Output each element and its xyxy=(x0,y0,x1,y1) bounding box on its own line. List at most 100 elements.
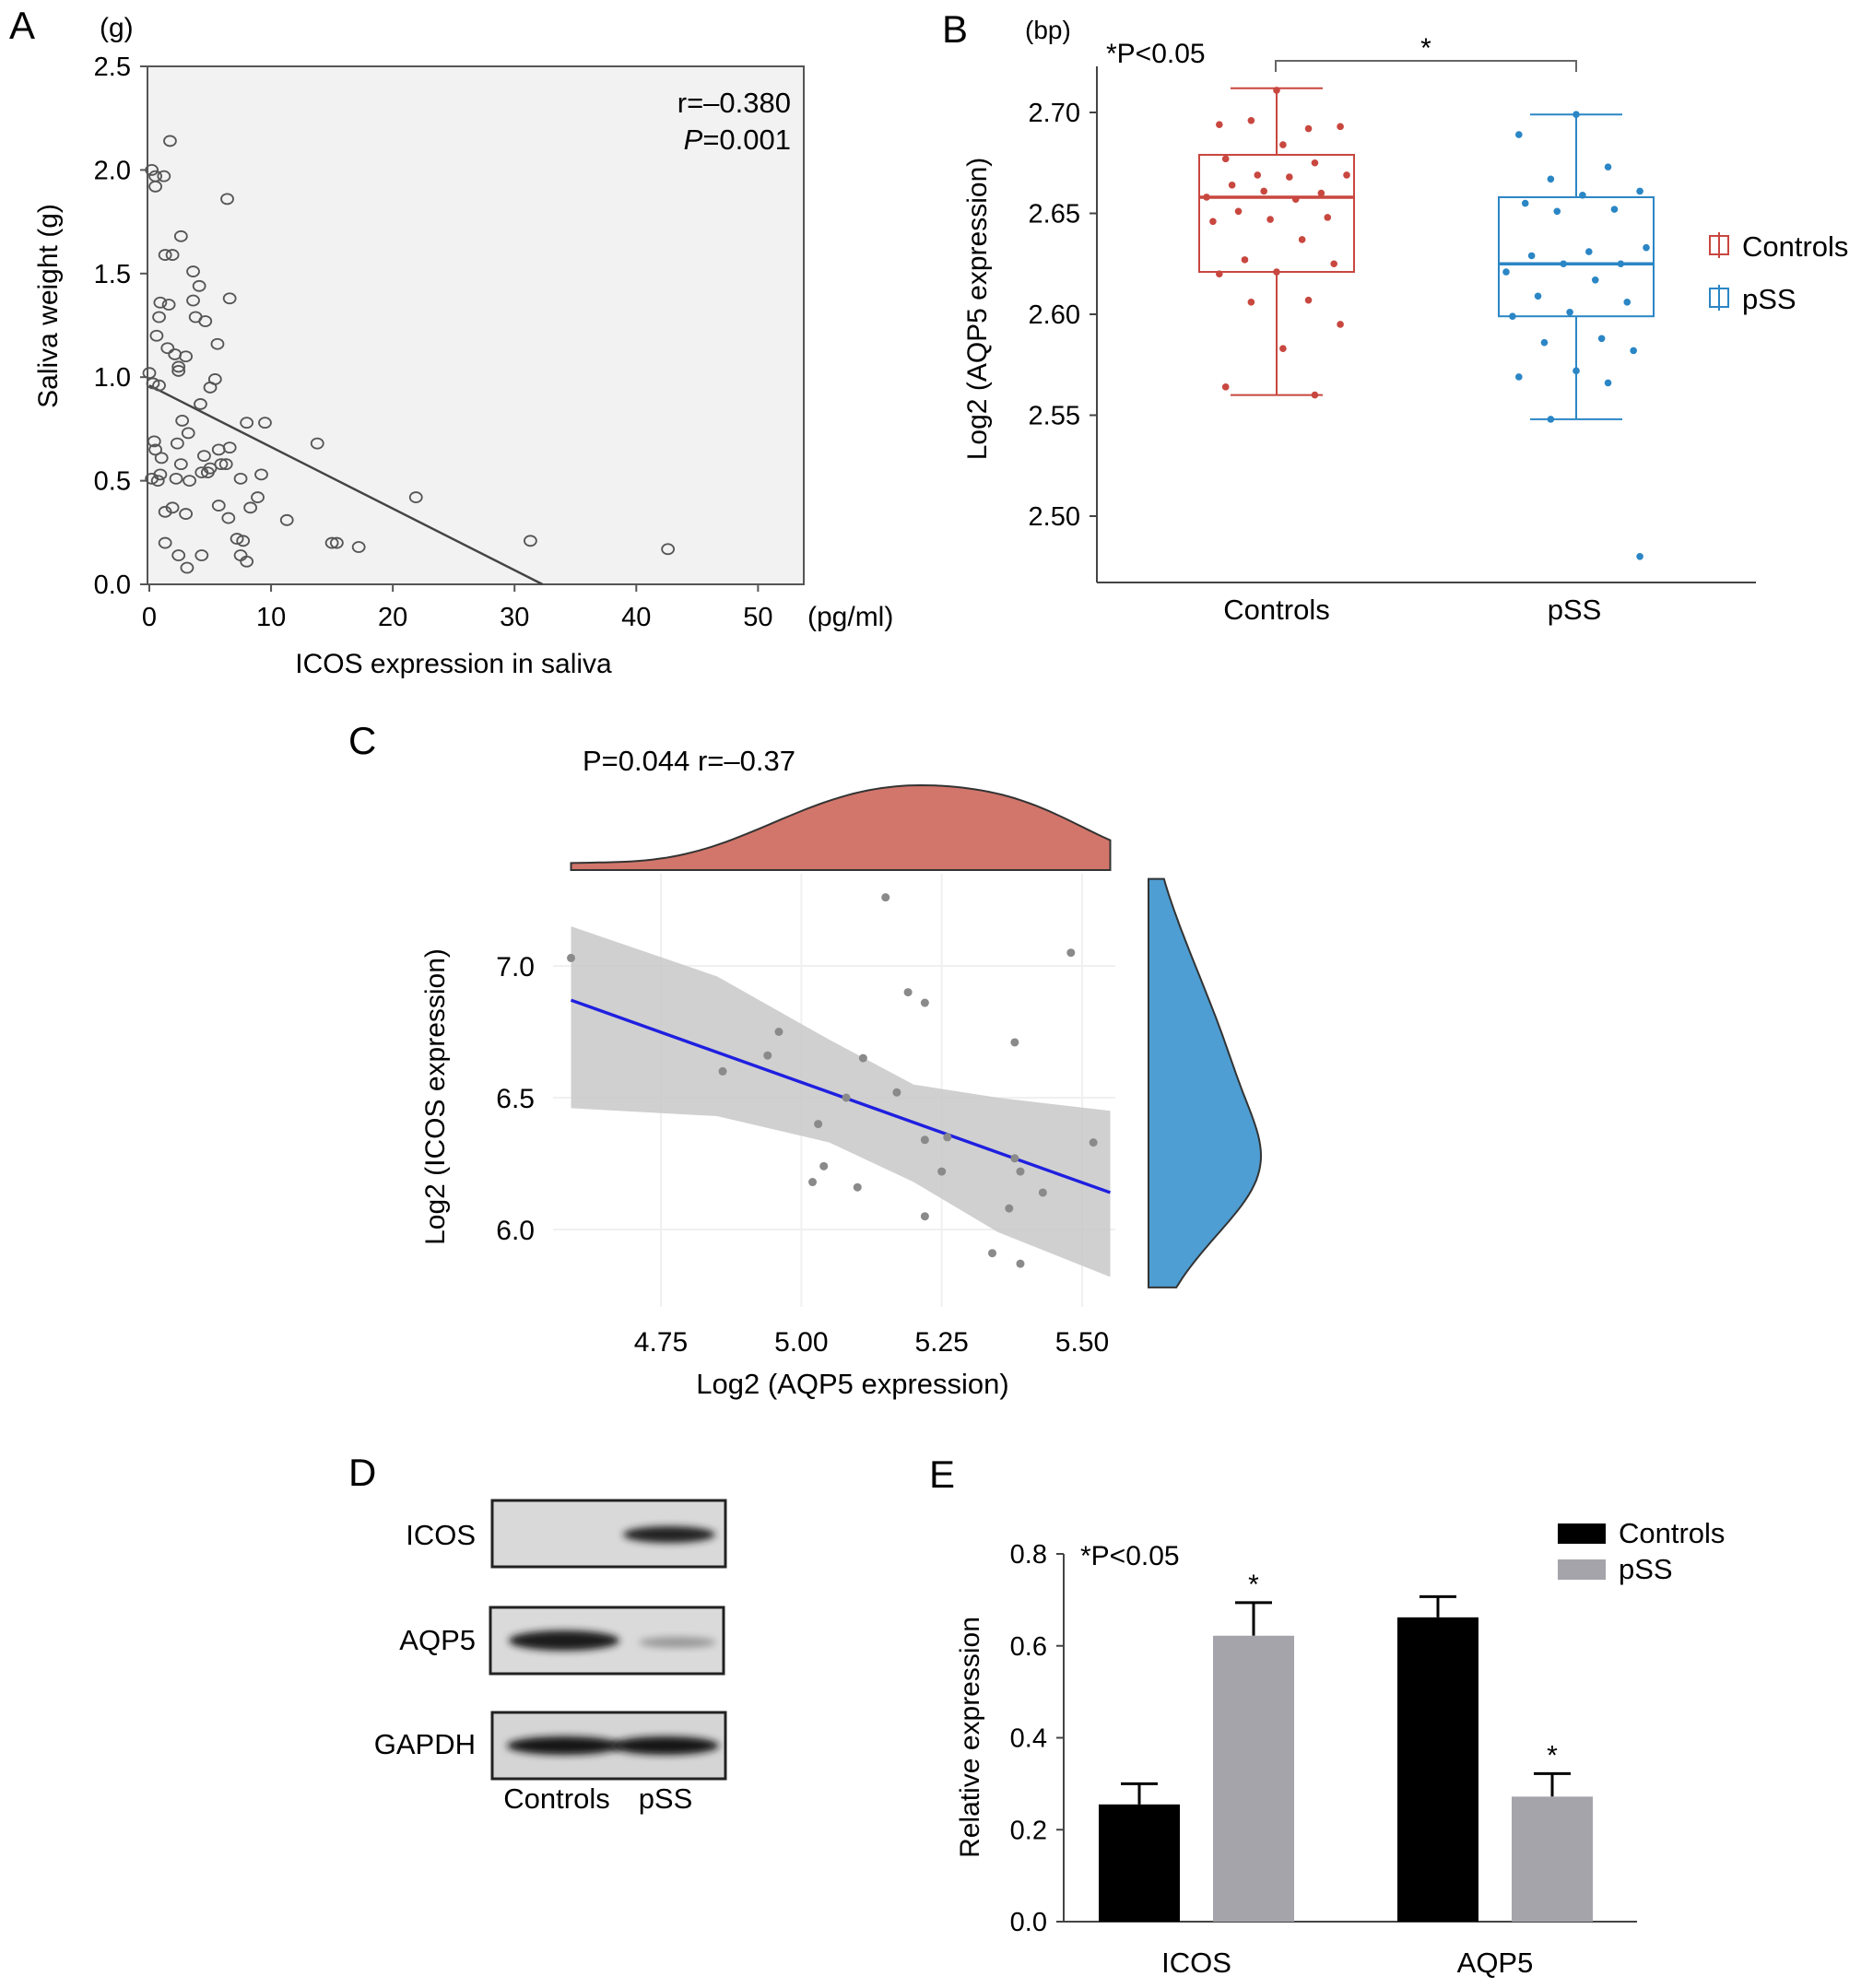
panel-a-data-point xyxy=(186,294,200,307)
significance-star: * xyxy=(1248,1570,1259,1600)
blot-lane-controls: Controls xyxy=(503,1782,609,1815)
panel-b-x-tick-pss: pSS xyxy=(1548,594,1602,626)
panel-a-x-tick-label: 50 xyxy=(743,603,772,632)
panel-e-x-tick-icos: ICOS xyxy=(1161,1947,1231,1979)
panel-c-data-point xyxy=(819,1161,829,1170)
panel-e-y-tick-label: 0.2 xyxy=(1010,1816,1047,1845)
panel-a-data-point xyxy=(197,450,211,463)
box-data-point xyxy=(1273,268,1280,276)
panel-c-data-point xyxy=(1016,1259,1025,1268)
box-data-point xyxy=(1573,111,1580,118)
box-data-point xyxy=(1547,416,1555,423)
panel-c-points xyxy=(567,893,1098,1268)
panel-a-label: A xyxy=(9,4,35,47)
panel-c-x-tick-label: 5.25 xyxy=(914,1327,968,1358)
panel-a-data-point xyxy=(152,379,166,392)
panel-a-p-annotation: P=0.001 xyxy=(684,124,791,156)
blot-band-gapdh-controls xyxy=(507,1736,621,1755)
panel-a-data-point xyxy=(165,501,180,514)
panel-a-data-point xyxy=(222,441,237,454)
blot-lane-pss: pSS xyxy=(639,1782,693,1815)
panel-a-data-point xyxy=(240,555,254,568)
box-data-point xyxy=(1566,309,1573,316)
panel-a-plot-area xyxy=(147,65,805,585)
panel-a-y-unit: (g) xyxy=(100,13,134,43)
legend-label-pss-bar: pSS xyxy=(1619,1553,1673,1585)
panel-b-y-ticks: 2.50 2.55 2.60 2.65 2.70 xyxy=(1029,99,1097,532)
panel-c-y-ticks: 6.0 6.5 7.0 xyxy=(496,952,535,1246)
panel-a-data-point xyxy=(180,561,194,574)
panel-c-data-point xyxy=(943,1133,952,1142)
legend-item-pss: pSS xyxy=(1709,283,1796,315)
panel-a-data-point xyxy=(142,367,157,380)
panel-a-data-point xyxy=(220,193,234,206)
panel-a-data-point xyxy=(150,475,165,487)
panel-c-y-tick-label: 6.0 xyxy=(496,1216,535,1246)
panel-c-data-point xyxy=(892,1088,901,1097)
blot-row-gapdh: GAPDH xyxy=(374,1711,727,1781)
panel-a-y-tick-label: 2.5 xyxy=(94,53,131,82)
box-data-point xyxy=(1343,171,1350,179)
blot-row-aqp5: AQP5 xyxy=(399,1606,725,1676)
legend-item-controls: Controls xyxy=(1709,230,1848,263)
panel-a-data-point xyxy=(175,415,190,427)
panel-a-y-tick-label: 1.0 xyxy=(94,363,131,393)
panel-c-data-point xyxy=(1066,948,1076,958)
panel-c-data-point xyxy=(774,1028,783,1036)
box-data-point xyxy=(1617,260,1625,268)
box-data-point xyxy=(1286,173,1293,181)
panel-a-data-point xyxy=(258,417,272,429)
panel-c-data-point xyxy=(763,1051,772,1060)
box-data-point xyxy=(1573,367,1580,375)
panel-d: D ICOS AQP5 GAPDH Controls pSS xyxy=(348,1451,727,1815)
box-data-point xyxy=(1604,379,1612,387)
box-data-point xyxy=(1515,131,1523,138)
panel-a-y-tick-label: 1.5 xyxy=(94,260,131,289)
panel-a-data-point xyxy=(408,491,423,503)
panel-c-data-point xyxy=(920,1212,929,1221)
panel-e-label: E xyxy=(929,1453,955,1496)
panel-b-boxes xyxy=(1198,87,1655,560)
box-data-point xyxy=(1585,248,1593,255)
panel-c-x-tick-label: 5.50 xyxy=(1055,1327,1109,1358)
panel-a-data-point xyxy=(221,512,236,524)
bar-controls-aqp5 xyxy=(1397,1594,1478,1922)
box-data-point xyxy=(1597,335,1606,343)
box-data-point xyxy=(1209,218,1217,226)
box-data-point xyxy=(1304,124,1313,133)
panel-a-data-point xyxy=(183,475,196,487)
panel-c-data-point xyxy=(808,1178,818,1187)
panel-a-data-point xyxy=(203,382,218,394)
panel-c-data-point xyxy=(718,1066,727,1076)
panel-a-data-point xyxy=(145,163,159,176)
bar-pss-icos: * xyxy=(1213,1570,1294,1922)
panel-b-sig-bracket xyxy=(1275,60,1577,72)
panel-c-y-label: Log2 (ICOS expression) xyxy=(420,948,451,1245)
panel-a-x-unit: (pg/ml) xyxy=(807,602,893,632)
box-data-point xyxy=(1330,260,1337,268)
panel-a-data-point xyxy=(251,491,265,503)
panel-c-x-tick-label: 4.75 xyxy=(634,1327,688,1358)
panel-a-data-point xyxy=(214,458,229,471)
blot-band-aqp5-controls xyxy=(509,1630,619,1651)
box-data-point xyxy=(1502,268,1510,276)
panel-e-bars: ** xyxy=(1099,1570,1593,1922)
panel-a-data-point xyxy=(153,296,168,309)
panel-c-x-label: Log2 (AQP5 expression) xyxy=(696,1368,1008,1400)
panel-a-p-italic: P xyxy=(684,124,703,156)
panel-a-data-point xyxy=(194,398,207,410)
panel-c-right-density xyxy=(1148,877,1263,1288)
box-data-point xyxy=(1254,171,1262,179)
panel-a-p-value: =0.001 xyxy=(702,124,791,156)
box-data-point xyxy=(1643,243,1650,252)
box-iqr xyxy=(1198,153,1355,274)
panel-a-x-ticks: 0 10 20 30 40 50 xyxy=(142,584,773,632)
panel-c-stats: P=0.044 r=–0.37 xyxy=(583,745,795,777)
panel-a-y-ticks: 0.0 0.5 1.0 1.5 2.0 2.5 xyxy=(94,53,147,600)
panel-b-y-tick-label: 2.60 xyxy=(1029,300,1080,330)
box-data-point xyxy=(1291,195,1300,203)
box-data-point xyxy=(1317,189,1325,197)
blot-band-aqp5-pss xyxy=(639,1637,716,1648)
panel-a-data-point xyxy=(158,249,172,261)
